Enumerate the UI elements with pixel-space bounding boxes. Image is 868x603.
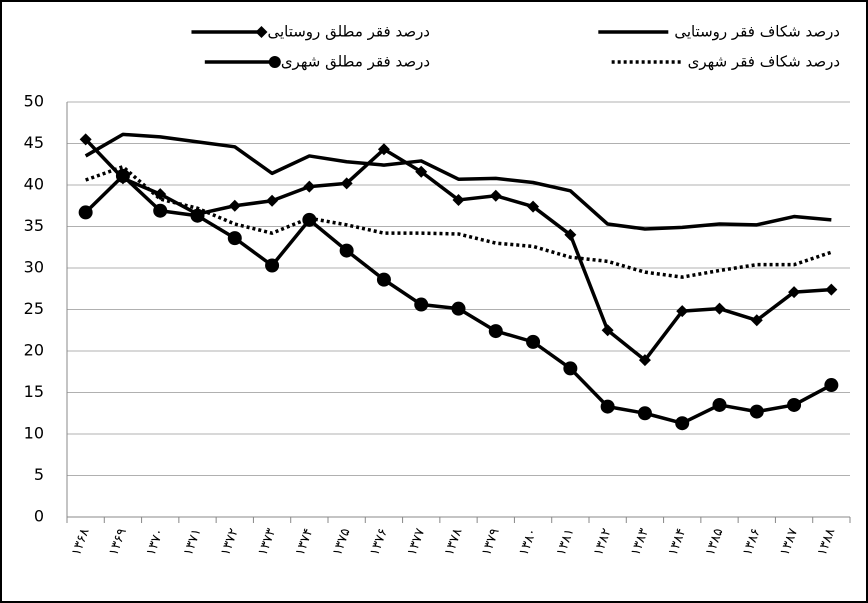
y-tick-label: 40 [24,175,44,194]
point [265,259,279,273]
point [713,398,727,412]
point [675,416,689,430]
chart-border [1,1,867,602]
point [750,405,764,419]
point [79,205,93,219]
point [526,335,540,349]
y-tick-label: 35 [24,216,44,235]
point [228,231,242,245]
y-tick-label: 10 [24,424,44,443]
chart: 05101520253035404550۱۳۶۸۱۳۶۹۱۳۷۰۱۳۷۱۱۳۷۲… [0,0,868,603]
legend-label: درصد فقر مطلق شهری [281,53,430,71]
point [116,169,130,183]
point [824,378,838,392]
point [377,273,391,287]
point [563,361,577,375]
y-tick-label: 45 [24,133,44,152]
y-tick-label: 0 [34,507,44,526]
legend-label: درصد شکاف فقر شهری [688,53,840,71]
legend-marker [269,56,281,68]
y-tick-label: 5 [34,465,44,484]
point [787,398,801,412]
legend-label: درصد فقر مطلق روستایی [267,23,430,41]
point [601,400,615,414]
y-tick-label: 25 [24,299,44,318]
point [638,406,652,420]
point [153,204,167,218]
point [414,298,428,312]
legend-label: درصد شکاف فقر روستایی [674,23,840,41]
y-tick-label: 30 [24,258,44,277]
y-tick-label: 50 [24,92,44,111]
y-tick-label: 15 [24,382,44,401]
point [489,324,503,338]
point [452,302,466,316]
y-tick-label: 20 [24,341,44,360]
point [340,244,354,258]
